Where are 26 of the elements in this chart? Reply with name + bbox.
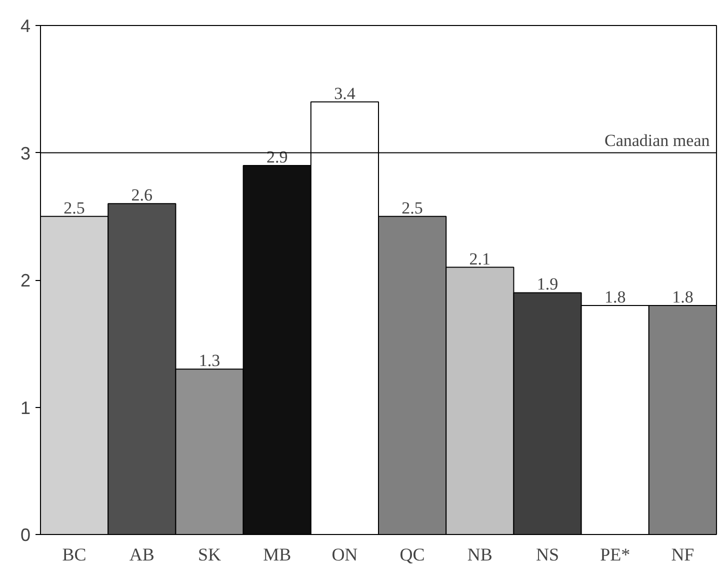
data-label: 2.9 (266, 147, 288, 166)
x-tick-label: NB (467, 544, 492, 564)
data-label: 3.4 (334, 84, 356, 103)
data-label: 2.5 (64, 198, 85, 218)
x-tick-label: ON (332, 544, 358, 564)
data-label: 1.3 (198, 351, 220, 370)
x-tick-label: QC (400, 544, 425, 564)
x-tick-label: PE* (600, 544, 630, 564)
y-tick-label: 0 (20, 525, 31, 545)
y-tick-label: 1 (20, 398, 31, 418)
x-tick-label: BC (62, 544, 86, 564)
y-tick-label: 4 (20, 16, 31, 36)
y-tick-label: 3 (20, 143, 31, 164)
data-label: 2.1 (469, 249, 491, 268)
data-label: 2.5 (402, 198, 423, 218)
y-tick-label: 2 (20, 270, 31, 290)
x-tick-label: AB (129, 544, 154, 564)
x-tick-label: MB (263, 544, 292, 564)
x-tick-label: NF (671, 544, 694, 564)
ref-line-label: Canadian mean (604, 130, 710, 150)
data-label: 2.6 (131, 186, 153, 205)
data-label: 1.8 (672, 287, 694, 306)
data-label: 1.8 (604, 287, 626, 306)
x-tick-label: SK (198, 544, 222, 564)
data-label: 1.9 (536, 274, 558, 294)
x-tick-label: NS (536, 544, 560, 564)
